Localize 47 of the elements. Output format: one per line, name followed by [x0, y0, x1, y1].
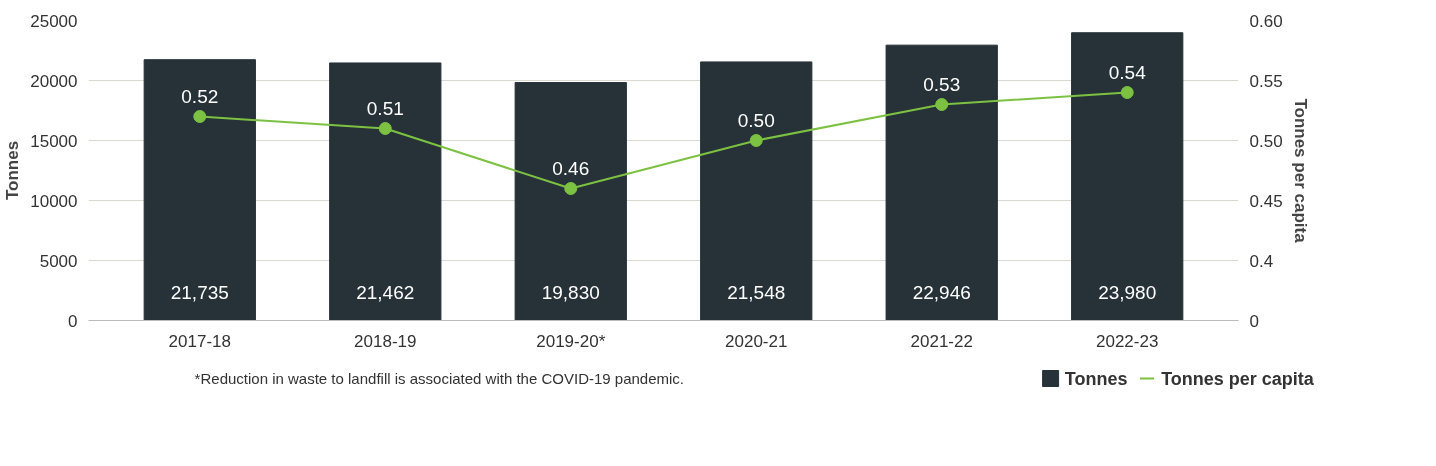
data-label: 23,980: [1098, 281, 1157, 303]
x-tick-label: 2019-20*: [536, 331, 606, 351]
y2-tick-label: 0.55: [1249, 71, 1283, 91]
y2-tick-label: 0.45: [1249, 191, 1283, 211]
point: [564, 182, 578, 195]
legend-label: Tonnes: [1064, 368, 1128, 389]
y-tick-label: 5000: [39, 251, 78, 271]
data-label: 0.51: [366, 97, 404, 119]
point: [749, 134, 763, 147]
bar: [143, 59, 256, 321]
bar: [1071, 32, 1184, 321]
y2-axis-title: Tonnes per capita: [1290, 98, 1310, 244]
bar: [329, 62, 442, 321]
data-label: 0.52: [181, 85, 219, 107]
x-tick-label: 2018-19: [354, 331, 417, 351]
data-label: 21,548: [727, 281, 786, 303]
y2-tick-label: 0.4: [1249, 251, 1274, 271]
y-tick-label: 0: [68, 311, 78, 331]
x-tick-label: 2017-18: [168, 331, 231, 351]
text: *Reduction in waste to landfill is associated with the COVID-19 pandemic.: [194, 370, 685, 387]
point: [935, 98, 949, 111]
data-label: 19,830: [541, 281, 600, 303]
y-tick-label: 15000: [30, 131, 78, 151]
data-label: 22,946: [912, 281, 971, 303]
x-tick-label: 2022-23: [1096, 331, 1159, 351]
y2-tick-label: 0.50: [1249, 131, 1283, 151]
legend-label: Tonnes per capita: [1161, 368, 1315, 389]
point: [378, 122, 392, 135]
bar: [514, 82, 627, 321]
y-axis-title: Tonnes: [3, 140, 23, 201]
bar: [700, 61, 813, 321]
y2-tick-label: 0: [1249, 311, 1259, 331]
x-tick-label: 2021-22: [910, 331, 973, 351]
point: [1120, 86, 1134, 99]
point: [193, 110, 207, 123]
data-label: 0.46: [552, 157, 590, 179]
bar: [885, 44, 998, 321]
y-tick-label: 10000: [30, 191, 78, 211]
data-label: 21,735: [170, 281, 229, 303]
data-label: 0.53: [923, 73, 961, 95]
data-label: 0.54: [1108, 61, 1147, 83]
x-tick-label: 2020-21: [725, 331, 788, 351]
y2-tick-label: 0.60: [1249, 11, 1283, 31]
data-label: 21,462: [356, 281, 415, 303]
y-tick-label: 20000: [30, 71, 78, 91]
data-label: 0.50: [737, 109, 775, 131]
y-tick-label: 25000: [30, 11, 78, 31]
